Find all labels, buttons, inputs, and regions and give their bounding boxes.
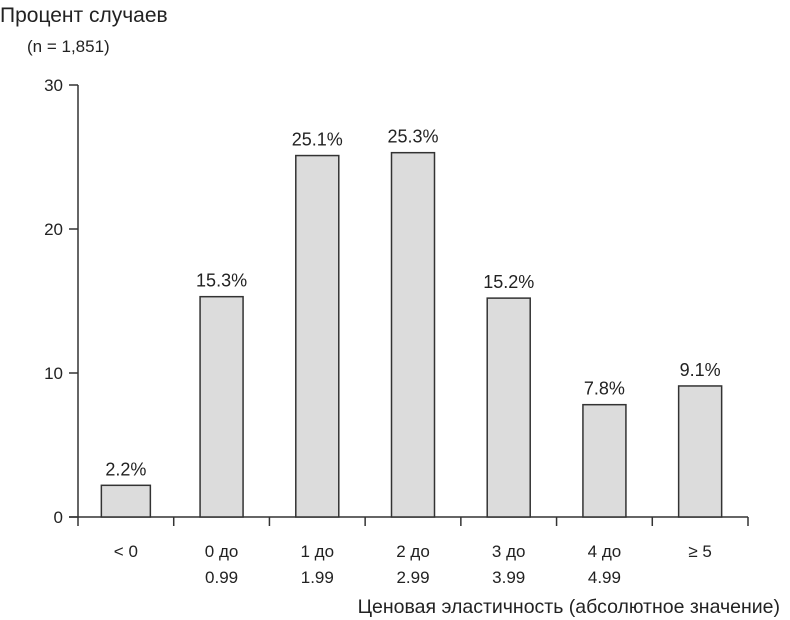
- y-tick-label: 0: [54, 508, 63, 527]
- bar: [486, 297, 531, 518]
- chart-title: Процент случаев: [0, 4, 168, 27]
- y-tick-label: 20: [44, 220, 63, 239]
- bar: [295, 154, 340, 518]
- x-tick-label: 4 до: [588, 542, 622, 561]
- x-tick-label: 1.99: [301, 568, 334, 587]
- x-tick-label: 3.99: [492, 568, 525, 587]
- x-tick-label: ≥ 5: [688, 542, 712, 561]
- bar: [582, 403, 627, 518]
- chart-subtitle: (n = 1,851): [27, 37, 110, 56]
- x-tick-label: < 0: [114, 542, 138, 561]
- data-label: 7.8%: [584, 379, 625, 399]
- x-tick-label: 2 до: [396, 542, 430, 561]
- x-tick-label: 0.99: [205, 568, 238, 587]
- data-label: 15.2%: [483, 272, 534, 292]
- data-label: 15.3%: [196, 271, 247, 291]
- bar: [390, 151, 436, 518]
- bar: [100, 484, 152, 518]
- x-tick-label: 2.99: [396, 568, 429, 587]
- data-label: 9.1%: [680, 360, 721, 380]
- x-tick-label: 0 до: [205, 542, 239, 561]
- x-axis: < 0 0 до 0.99 1 до 1.99 2 до 2.99 3 до 3.99 4 до 4…: [69, 516, 749, 587]
- bar: [677, 385, 723, 518]
- x-axis-label: Ценовая эластичность (абсолютное значени…: [358, 596, 780, 618]
- x-tick-label: 4.99: [588, 568, 621, 587]
- x-tick-label: 3 до: [492, 542, 526, 561]
- y-tick-label: 30: [44, 76, 63, 95]
- data-label: 25.1%: [292, 130, 343, 150]
- data-label: 2.2%: [105, 459, 146, 479]
- bar: [199, 295, 244, 518]
- bars: 2.2% 15.3% 25.1% 25.3% 15.2% 7.8% 9.1%: [100, 127, 723, 518]
- y-tick-label: 10: [44, 364, 63, 383]
- y-axis: 0 10 20 30: [44, 76, 79, 527]
- data-label: 25.3%: [387, 127, 438, 147]
- x-tick-label: 1 до: [301, 542, 335, 561]
